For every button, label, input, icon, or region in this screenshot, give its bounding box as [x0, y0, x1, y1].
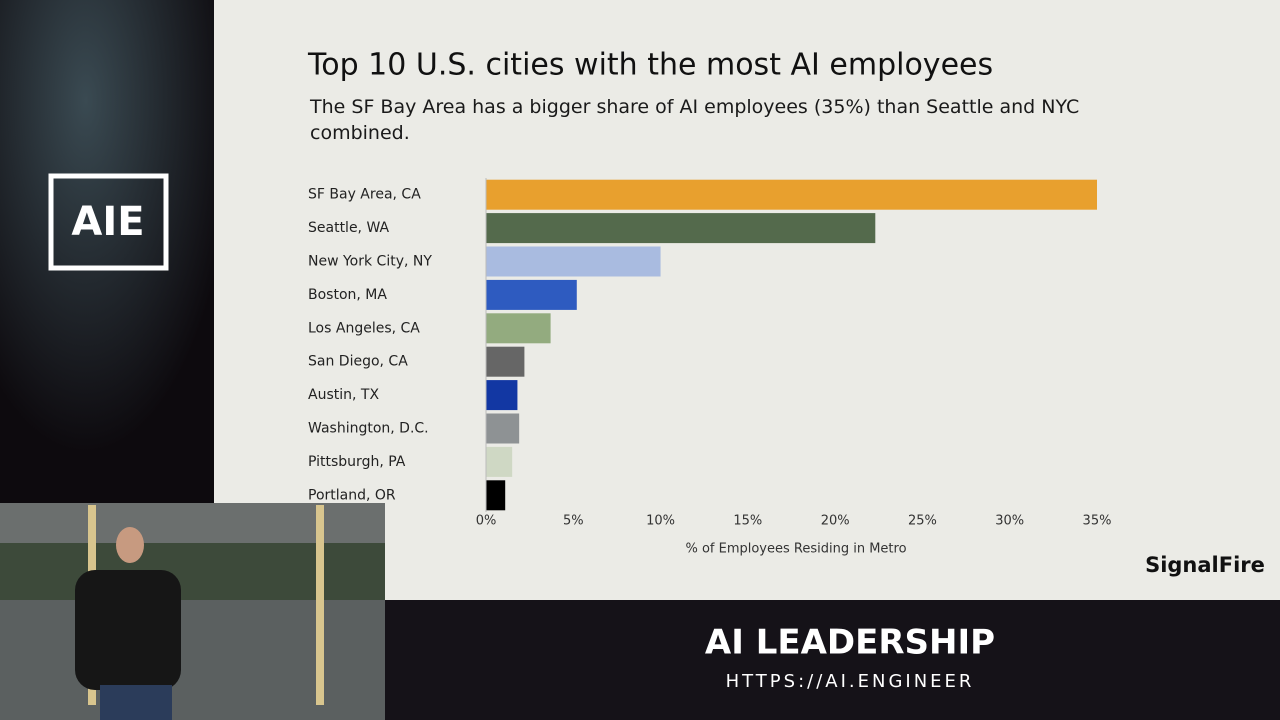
bar: [486, 179, 1097, 210]
bar: [486, 380, 518, 411]
x-tick-label: 0%: [476, 514, 497, 529]
y-tick-label: Portland, OR: [308, 487, 396, 503]
bar: [486, 413, 520, 444]
space-background: [0, 0, 214, 503]
y-tick-label: Austin, TX: [308, 387, 379, 403]
y-tick-label: Seattle, WA: [308, 220, 390, 236]
chart-title: Top 10 U.S. cities with the most AI empl…: [307, 48, 993, 83]
bar: [486, 313, 551, 344]
speaker-video-floor: [0, 600, 385, 720]
source-logo: SignalFire: [1145, 553, 1265, 577]
x-tick-label: 20%: [821, 514, 850, 529]
bar: [486, 446, 513, 477]
speaker-body: [75, 570, 181, 690]
event-name: AI LEADERSHIP: [705, 623, 995, 663]
x-tick-label: 25%: [908, 514, 937, 529]
y-tick-label: SF Bay Area, CA: [308, 187, 421, 203]
y-tick-label: Pittsburgh, PA: [308, 454, 406, 470]
speaker-head: [116, 527, 144, 563]
x-tick-label: 5%: [563, 514, 584, 529]
y-tick-label: Los Angeles, CA: [308, 320, 420, 336]
x-tick-label: 10%: [646, 514, 675, 529]
chart-subtitle: The SF Bay Area has a bigger share of AI…: [310, 96, 1080, 144]
x-tick-label: 15%: [733, 514, 762, 529]
bar: [486, 213, 876, 244]
x-axis-label: % of Employees Residing in Metro: [685, 542, 906, 557]
x-tick-label: 30%: [995, 514, 1024, 529]
bar: [486, 346, 525, 377]
bar: [486, 279, 577, 310]
y-tick-label: Boston, MA: [308, 287, 387, 303]
speaker-video-sky: [0, 503, 385, 543]
bar: [486, 480, 506, 511]
y-tick-label: San Diego, CA: [308, 354, 408, 370]
pillar: [316, 505, 324, 705]
event-url: HTTPS://AI.ENGINEER: [726, 671, 975, 692]
slide: [214, 0, 1280, 600]
space-background: [385, 600, 1280, 720]
y-tick-label: New York City, NY: [308, 254, 432, 270]
logo-frame: [48, 173, 169, 271]
y-tick-label: Washington, D.C.: [308, 421, 429, 437]
bar: [486, 246, 661, 277]
logo: AIE: [71, 199, 144, 245]
x-tick-label: 35%: [1083, 514, 1112, 529]
speaker-legs: [100, 685, 172, 720]
